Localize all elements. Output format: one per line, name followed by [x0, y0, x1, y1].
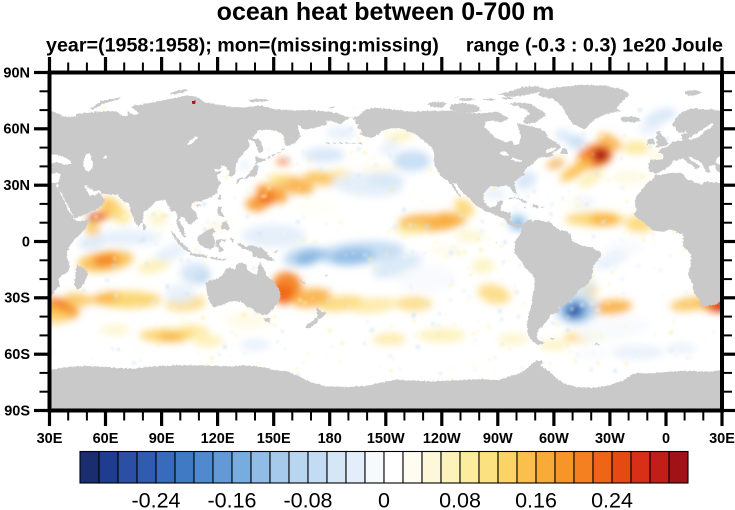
svg-text:180: 180 [318, 431, 342, 447]
svg-text:30S: 30S [4, 291, 30, 307]
svg-text:90W: 90W [483, 431, 513, 447]
svg-text:90S: 90S [4, 403, 30, 419]
svg-text:30W: 30W [595, 431, 625, 447]
svg-text:60S: 60S [4, 347, 30, 363]
svg-text:150E: 150E [257, 431, 291, 447]
svg-text:90E: 90E [149, 431, 175, 447]
svg-text:range (-0.3 : 0.3) 1e20 Joule: range (-0.3 : 0.3) 1e20 Joule [466, 35, 723, 57]
svg-text:-0.24: -0.24 [131, 489, 180, 510]
svg-text:0: 0 [22, 234, 30, 250]
svg-text:year=(1958:1958); mon=(missing: year=(1958:1958); mon=(missing:missing) [46, 35, 439, 57]
svg-text:ocean heat between 0-700 m: ocean heat between 0-700 m [217, 0, 555, 26]
svg-text:0.08: 0.08 [439, 489, 481, 510]
svg-text:30N: 30N [3, 178, 30, 194]
svg-text:-0.08: -0.08 [283, 489, 332, 510]
svg-text:120E: 120E [201, 431, 235, 447]
svg-text:120W: 120W [423, 431, 461, 447]
svg-text:0.16: 0.16 [515, 489, 557, 510]
svg-text:0: 0 [378, 489, 390, 510]
svg-text:30E: 30E [709, 431, 735, 447]
svg-text:0: 0 [662, 431, 670, 447]
svg-text:-0.16: -0.16 [207, 489, 256, 510]
svg-text:30E: 30E [37, 431, 63, 447]
svg-text:60W: 60W [539, 431, 569, 447]
svg-text:60E: 60E [93, 431, 119, 447]
svg-text:0.24: 0.24 [591, 489, 633, 510]
svg-text:150W: 150W [367, 431, 405, 447]
svg-text:90N: 90N [3, 65, 30, 81]
svg-text:60N: 60N [3, 122, 30, 138]
